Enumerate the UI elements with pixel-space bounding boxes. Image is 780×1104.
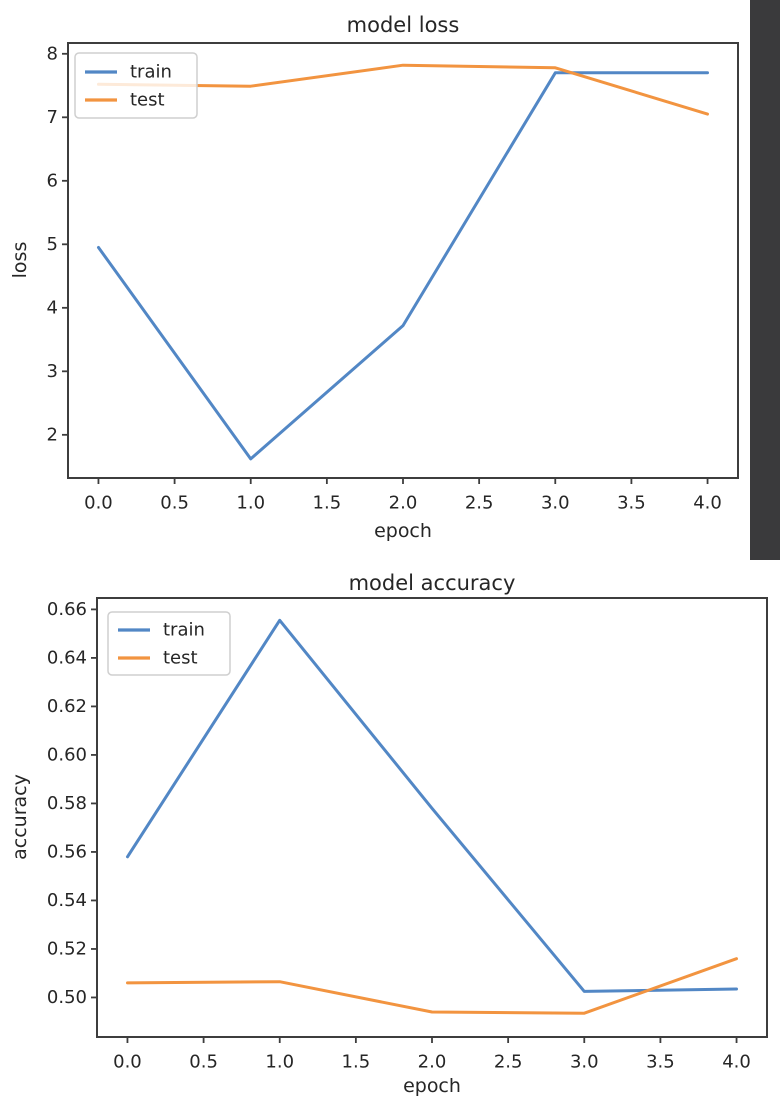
accuracy-legend-train-label: train — [163, 620, 205, 641]
x-tick-label: 0.5 — [189, 1052, 218, 1073]
loss-x-axis-label: epoch — [374, 520, 432, 542]
x-tick-label: 3.0 — [570, 1052, 599, 1073]
dark-side-panel — [750, 0, 780, 560]
y-tick-label: 0.54 — [47, 890, 87, 911]
x-tick-label: 3.0 — [541, 493, 570, 514]
loss-series — [97, 63, 709, 461]
accuracy-legend-test-label: test — [163, 648, 198, 669]
y-tick-label: 0.52 — [47, 938, 87, 959]
accuracy-plot-area — [96, 597, 768, 1038]
y-tick-label: 2 — [47, 424, 58, 445]
y-tick-label: 0.50 — [47, 987, 87, 1008]
train-line — [97, 71, 709, 461]
x-tick-label: 3.5 — [646, 1052, 675, 1073]
x-tick-label: 1.5 — [313, 493, 342, 514]
x-tick-label: 0.0 — [84, 493, 113, 514]
y-tick-label: 0.64 — [47, 647, 87, 668]
loss-legend-box — [74, 52, 198, 119]
y-tick-label: 0.56 — [47, 841, 87, 862]
x-tick-label: 2.5 — [494, 1052, 523, 1073]
y-tick-label: 6 — [47, 170, 58, 191]
loss-legend-test-label: test — [130, 90, 165, 111]
y-tick-label: 0.66 — [47, 599, 87, 620]
x-tick-label: 3.5 — [617, 493, 646, 514]
y-tick-label: 5 — [47, 234, 58, 255]
loss-y-axis-label: loss — [9, 242, 31, 279]
y-tick-label: 4 — [47, 297, 58, 318]
x-tick-label: 2.0 — [418, 1052, 447, 1073]
x-tick-label: 1.0 — [265, 1052, 294, 1073]
accuracy-chart: model accuracy 0.0 0.5 1.0 1.5 2.0 2.5 3.0 3.5 4… — [9, 571, 768, 1097]
accuracy-chart-title: model accuracy — [349, 571, 516, 595]
x-tick-label: 4.0 — [722, 1052, 751, 1073]
loss-legend-train-label: train — [130, 62, 172, 83]
accuracy-x-axis-label: epoch — [403, 1075, 461, 1097]
x-tick-label: 4.0 — [693, 493, 722, 514]
y-tick-label: 3 — [47, 361, 58, 382]
y-tick-label: 8 — [47, 43, 58, 64]
x-tick-label: 1.5 — [342, 1052, 371, 1073]
y-tick-label: 0.62 — [47, 696, 87, 717]
x-tick-label: 2.5 — [465, 493, 494, 514]
x-tick-label: 0.5 — [160, 493, 189, 514]
x-tick-label: 1.0 — [236, 493, 265, 514]
test-line — [126, 957, 738, 1015]
loss-chart-title: model loss — [347, 13, 460, 37]
y-tick-label: 7 — [47, 107, 58, 128]
loss-axis-ticks: 0.0 0.5 1.0 1.5 2.0 2.5 3.0 3.5 4.0 2 3 4 5 6 7 8 — [47, 43, 722, 513]
accuracy-legend: train test — [107, 611, 231, 676]
loss-chart: model loss 0.0 0.5 1.0 1.5 2.0 2.5 3.0 3.5 4.0 2 3… — [9, 13, 739, 542]
accuracy-y-axis-label: accuracy — [9, 774, 31, 860]
y-tick-label: 0.60 — [47, 744, 87, 765]
y-tick-label: 0.58 — [47, 793, 87, 814]
train-line — [126, 618, 738, 993]
test-line — [97, 63, 709, 116]
x-tick-label: 0.0 — [113, 1052, 142, 1073]
accuracy-series — [126, 618, 738, 1015]
loss-plot-area — [67, 42, 739, 479]
x-tick-label: 2.0 — [389, 493, 418, 514]
loss-legend: train test — [74, 52, 198, 119]
loss-figure: model loss 0.0 0.5 1.0 1.5 2.0 2.5 3.0 3.5 4.0 2 3… — [0, 0, 750, 569]
accuracy-axis-ticks: 0.0 0.5 1.0 1.5 2.0 2.5 3.0 3.5 4.0 0.50 0.52 0.54 0… — [47, 599, 751, 1073]
accuracy-figure: model accuracy 0.0 0.5 1.0 1.5 2.0 2.5 3.0 3.5 4… — [0, 565, 780, 1104]
